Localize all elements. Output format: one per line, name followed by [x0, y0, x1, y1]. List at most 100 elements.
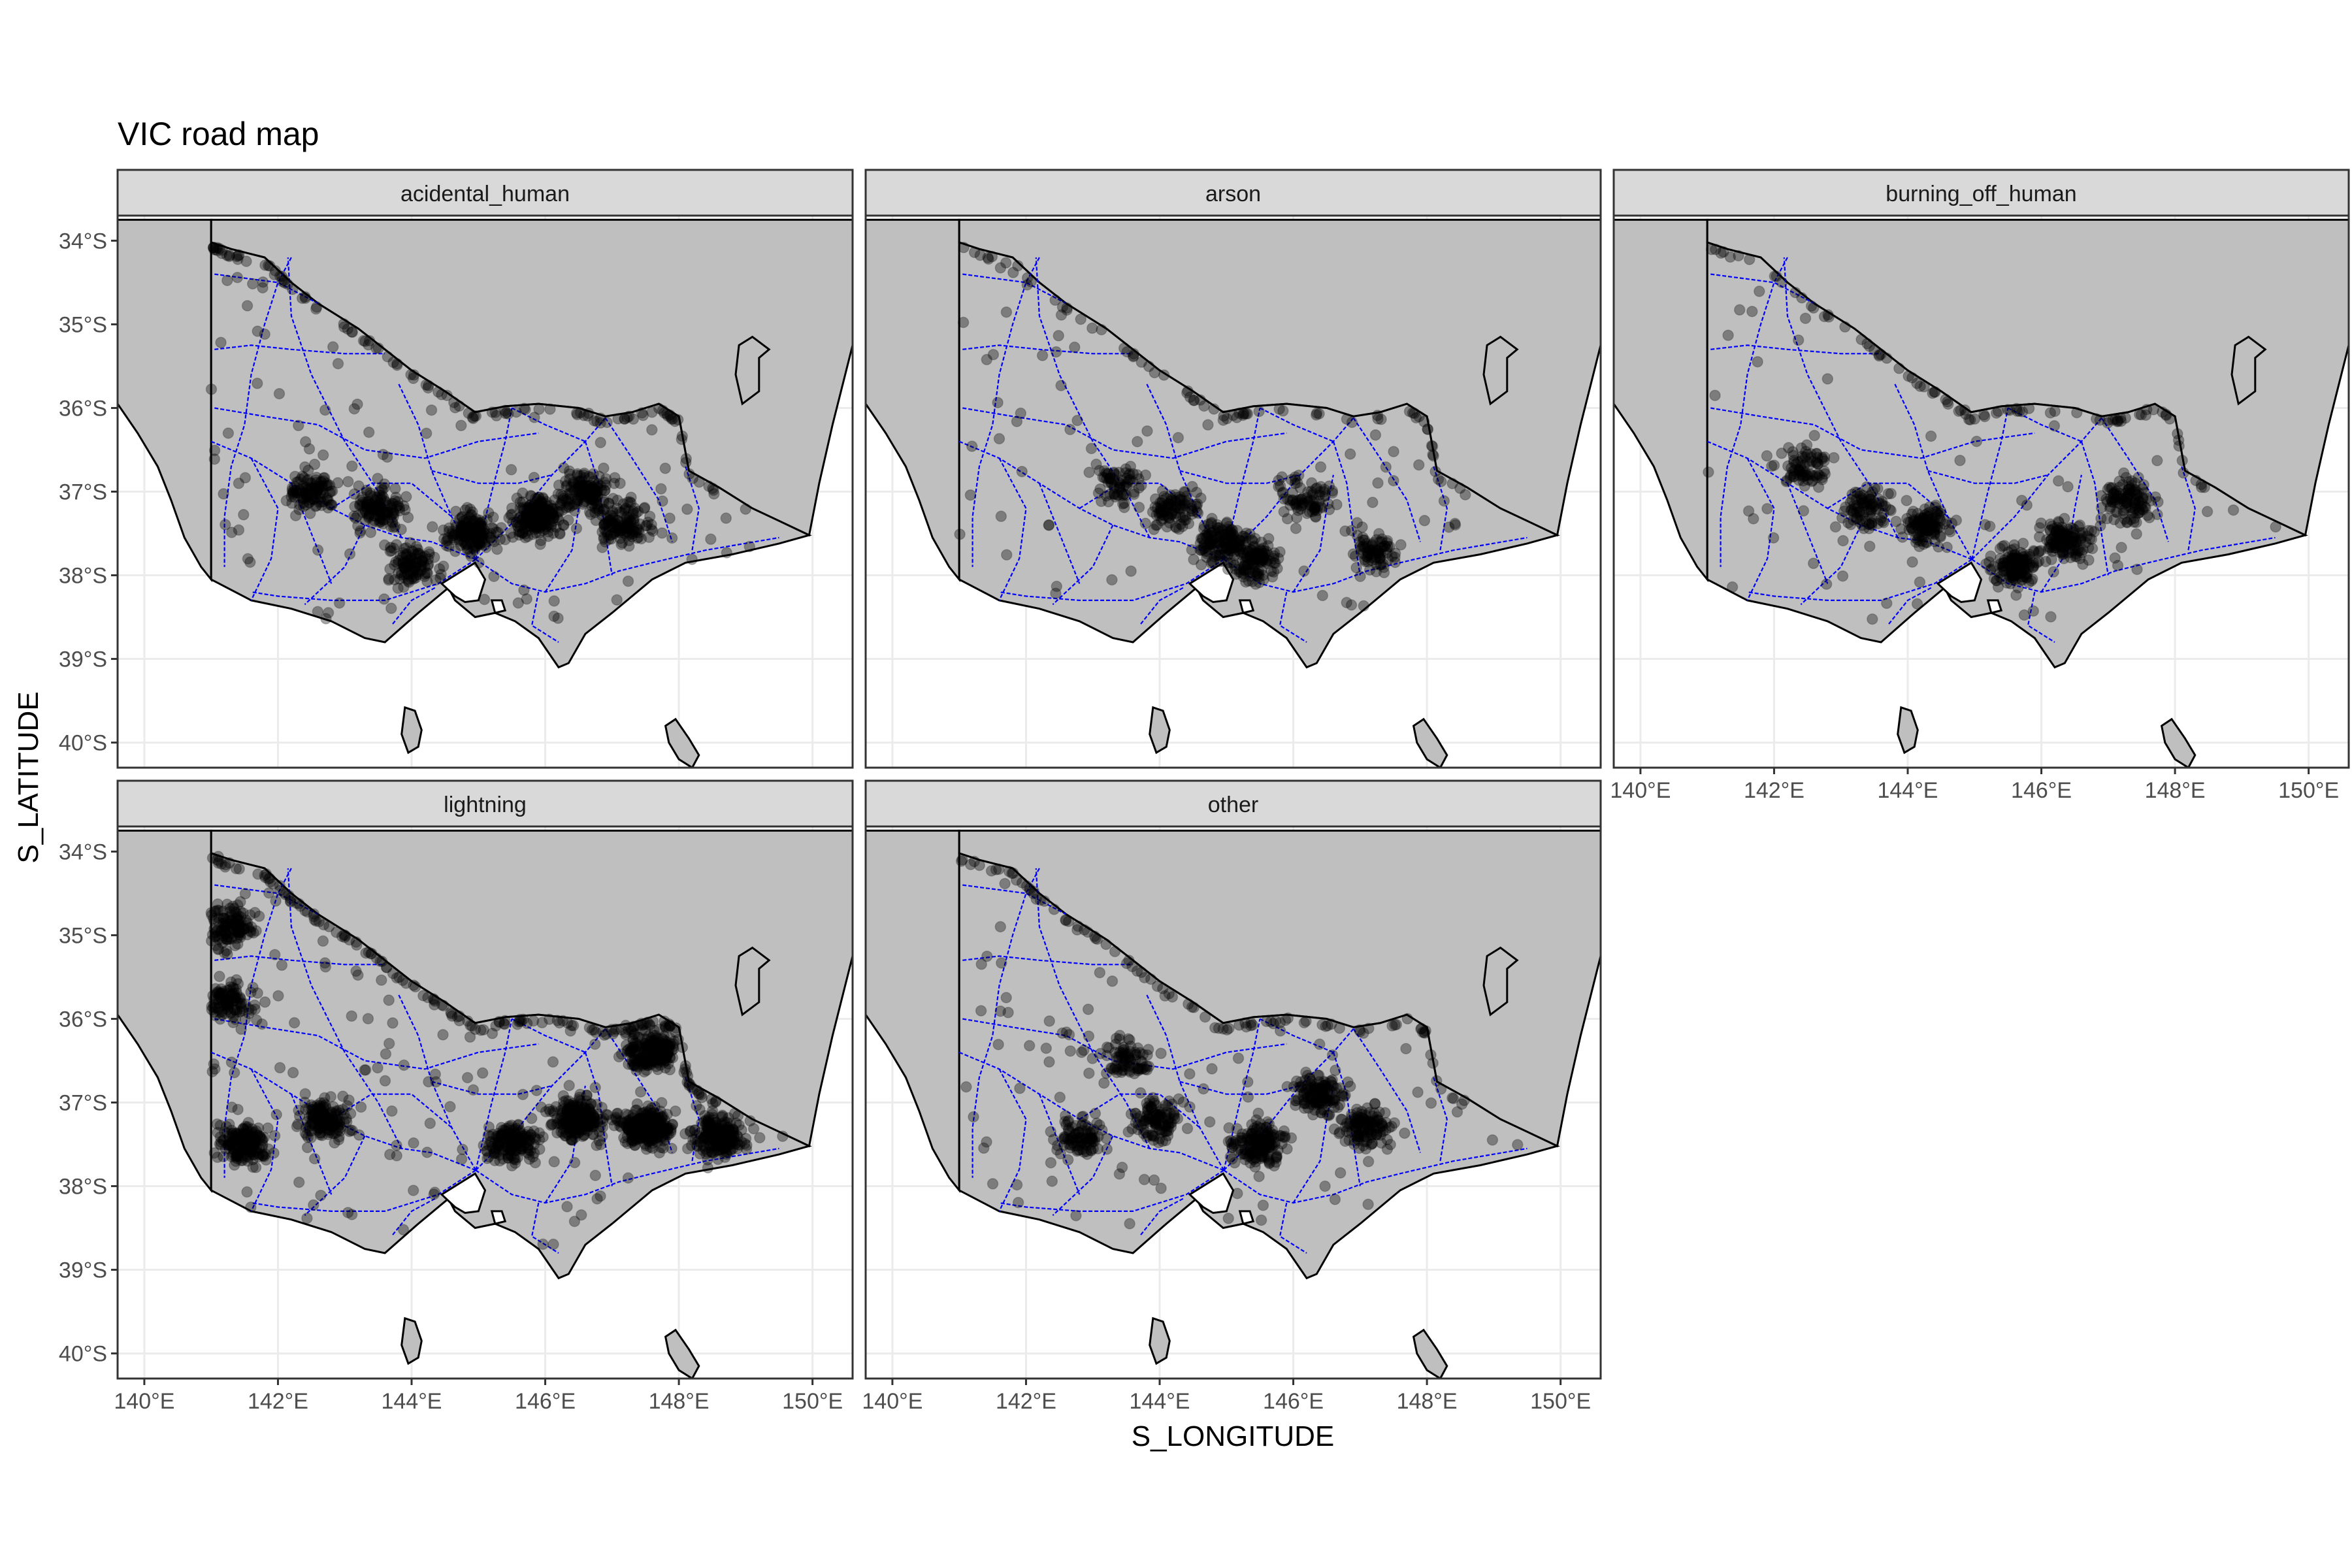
fire-point — [1233, 566, 1245, 578]
fire-point — [294, 499, 306, 511]
fire-point — [557, 1096, 570, 1108]
fire-point — [1234, 541, 1247, 553]
fire-point — [363, 499, 375, 512]
fire-point — [1326, 1049, 1339, 1061]
fire-point — [1422, 423, 1433, 435]
fire-point — [642, 1100, 654, 1112]
fire-point — [741, 1139, 753, 1151]
fire-point — [209, 1063, 221, 1075]
fire-point — [656, 1131, 668, 1143]
fire-point — [419, 570, 431, 582]
fire-point — [1188, 395, 1200, 406]
fire-point — [391, 359, 403, 371]
road — [604, 1028, 673, 1153]
fire-point — [1923, 524, 1936, 536]
fire-point — [355, 494, 367, 506]
fire-point — [577, 483, 589, 496]
fire-point — [299, 292, 312, 304]
fire-point — [1988, 572, 2001, 585]
fire-point — [561, 1105, 573, 1117]
fire-point — [263, 887, 275, 899]
fire-point — [598, 519, 610, 531]
fire-point — [599, 518, 612, 530]
fire-point — [2121, 491, 2132, 503]
fire-point — [614, 1120, 626, 1132]
fire-point — [570, 1122, 582, 1134]
fire-point — [1092, 487, 1105, 499]
fire-point — [1102, 468, 1114, 480]
fire-point — [721, 1132, 733, 1143]
fire-point — [1865, 504, 1877, 516]
fire-point — [2126, 486, 2138, 498]
fire-point — [368, 499, 381, 512]
fire-point — [2072, 521, 2085, 532]
fire-point — [704, 1119, 716, 1131]
fire-point — [319, 1092, 331, 1104]
fire-point — [363, 509, 375, 521]
fire-point — [404, 557, 417, 569]
fire-point — [534, 520, 547, 532]
fire-point — [1201, 540, 1213, 553]
fire-point — [2014, 566, 2026, 579]
fire-point — [442, 532, 454, 544]
fire-point — [576, 1209, 587, 1221]
fire-point — [2061, 523, 2074, 535]
fire-point — [288, 1017, 301, 1029]
fire-point — [2033, 555, 2045, 567]
fire-point — [1935, 505, 1947, 517]
fire-point — [1884, 504, 1896, 515]
fire-point — [999, 877, 1011, 890]
road — [1223, 408, 1261, 560]
fire-point — [1389, 547, 1401, 559]
fire-point — [1358, 600, 1370, 612]
fire-point — [1916, 523, 1928, 536]
fire-point — [1795, 455, 1807, 467]
fire-point — [2009, 570, 2021, 582]
fire-point — [651, 1115, 663, 1127]
fire-point — [556, 497, 568, 508]
fire-point — [1151, 502, 1164, 514]
fire-point — [378, 514, 391, 526]
fire-point — [1273, 474, 1284, 487]
fire-point — [427, 521, 438, 533]
fire-point — [1256, 549, 1267, 561]
fire-point — [2006, 549, 2019, 561]
fire-point — [2053, 517, 2065, 529]
fire-point — [1742, 505, 1755, 517]
fire-point — [2081, 531, 2093, 542]
fire-point — [1799, 451, 1811, 463]
fire-point — [1274, 546, 1286, 558]
fire-point — [635, 1121, 647, 1134]
fire-point — [1922, 525, 1934, 537]
fire-point — [223, 1119, 235, 1130]
fire-point — [1291, 501, 1303, 514]
road — [531, 1202, 559, 1254]
fire-point — [2085, 525, 2098, 536]
fire-point — [658, 407, 670, 419]
fire-point — [2017, 564, 2029, 576]
fire-point — [612, 520, 623, 532]
fire-point — [535, 506, 547, 518]
fire-point — [1365, 549, 1377, 561]
fire-point — [1996, 573, 2008, 585]
fire-point — [2065, 537, 2076, 549]
fire-point — [1876, 512, 1887, 523]
fire-point — [1795, 442, 1807, 454]
fire-point — [575, 1115, 587, 1127]
fire-point — [1214, 555, 1226, 568]
fire-point — [1233, 534, 1245, 547]
fire-point — [473, 519, 485, 531]
fire-point — [301, 498, 312, 511]
fire-point — [2006, 552, 2017, 564]
fire-point — [587, 483, 599, 495]
fire-point — [2134, 496, 2146, 508]
fire-point — [2129, 503, 2141, 515]
fire-point — [2110, 485, 2123, 497]
fire-point — [532, 510, 544, 521]
fire-point — [465, 503, 476, 515]
fire-point — [459, 537, 471, 549]
fire-point — [685, 1124, 696, 1137]
fire-point — [520, 510, 532, 523]
fire-point — [402, 568, 415, 580]
fire-point — [2009, 553, 2021, 564]
